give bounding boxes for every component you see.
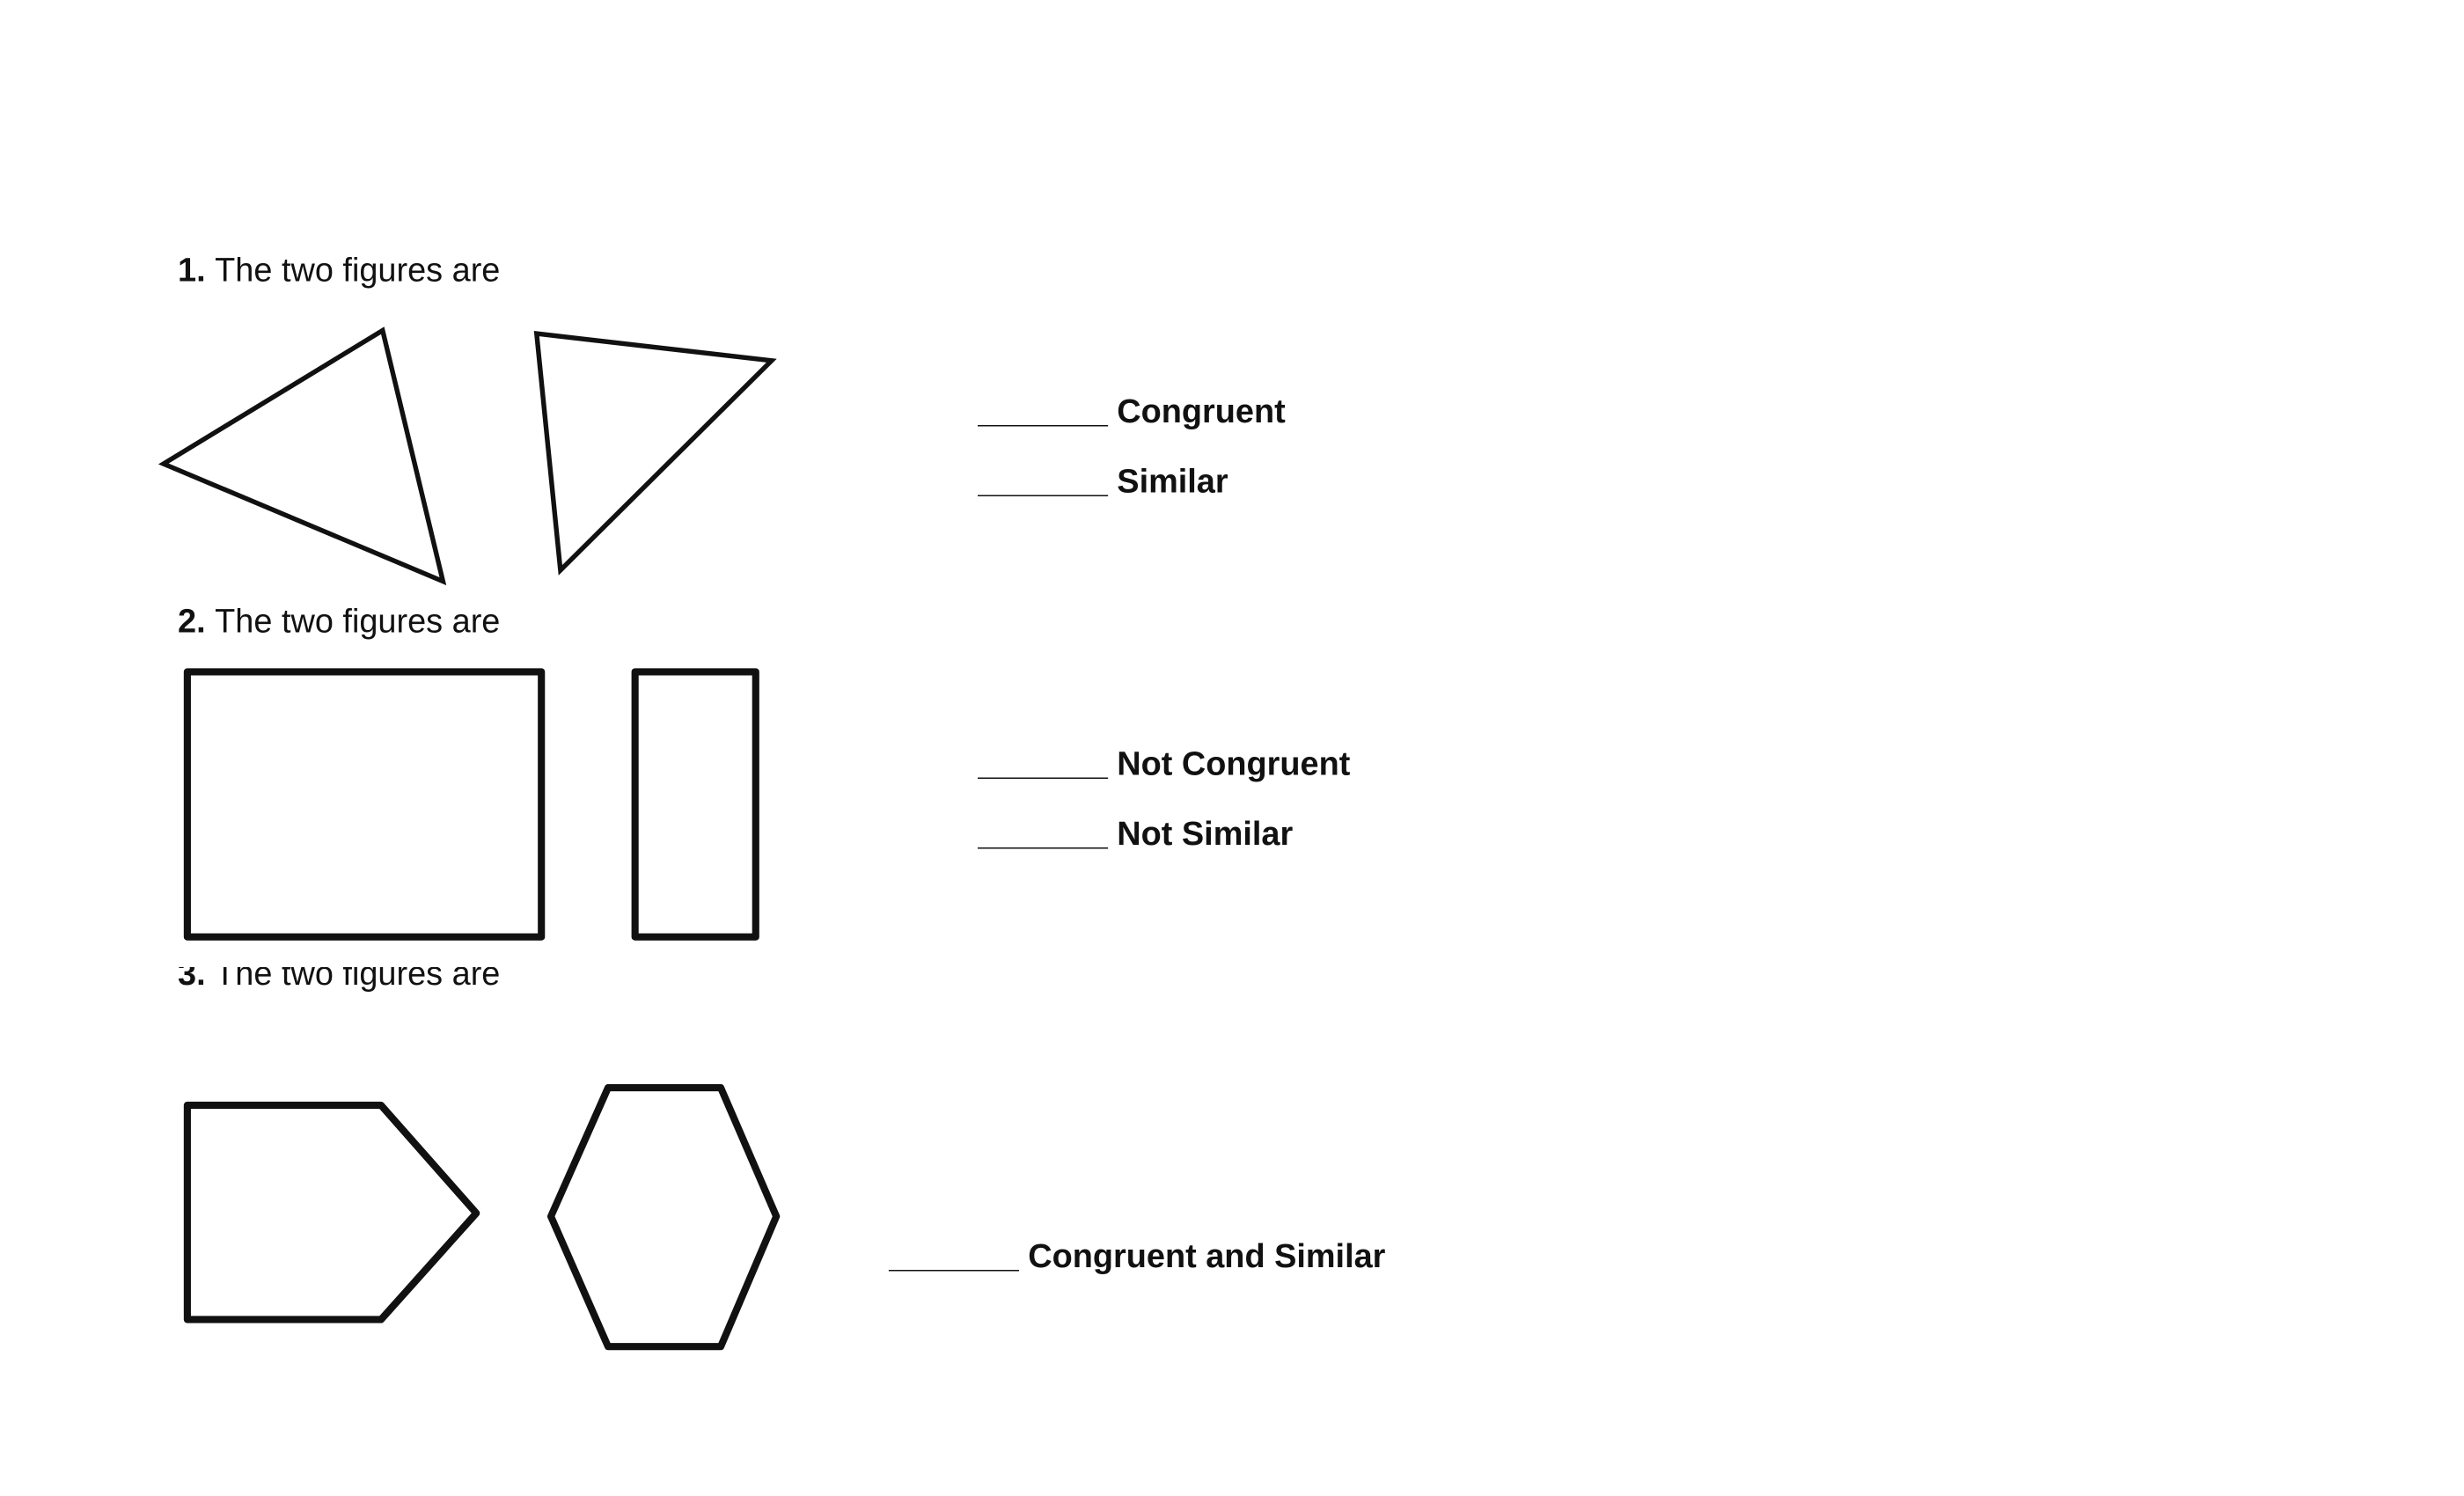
cover bbox=[158, 942, 572, 967]
rectangle bbox=[183, 668, 546, 941]
answer-option[interactable]: _______ Not Similar bbox=[977, 816, 1293, 853]
hexagon bbox=[546, 1084, 781, 1351]
pentagon bbox=[183, 1101, 480, 1324]
triangle bbox=[533, 331, 777, 576]
answer-option[interactable]: _______ Congruent bbox=[977, 393, 1286, 430]
answer-option[interactable]: _______ Not Congruent bbox=[977, 746, 1350, 783]
triangle bbox=[158, 326, 447, 586]
question-text: The two figures are bbox=[215, 603, 500, 640]
question-number: 2. bbox=[178, 603, 206, 640]
answer-option[interactable]: _______ Congruent and Similar bbox=[888, 1238, 1385, 1275]
question-number: 1. bbox=[178, 253, 206, 290]
question-label: 1. The two figures are bbox=[178, 253, 500, 290]
question-label: 2. The two figures are bbox=[178, 603, 500, 640]
rectangle bbox=[631, 668, 759, 941]
question-text: The two figures are bbox=[215, 253, 500, 290]
answer-option[interactable]: _______ Similar bbox=[977, 464, 1228, 501]
